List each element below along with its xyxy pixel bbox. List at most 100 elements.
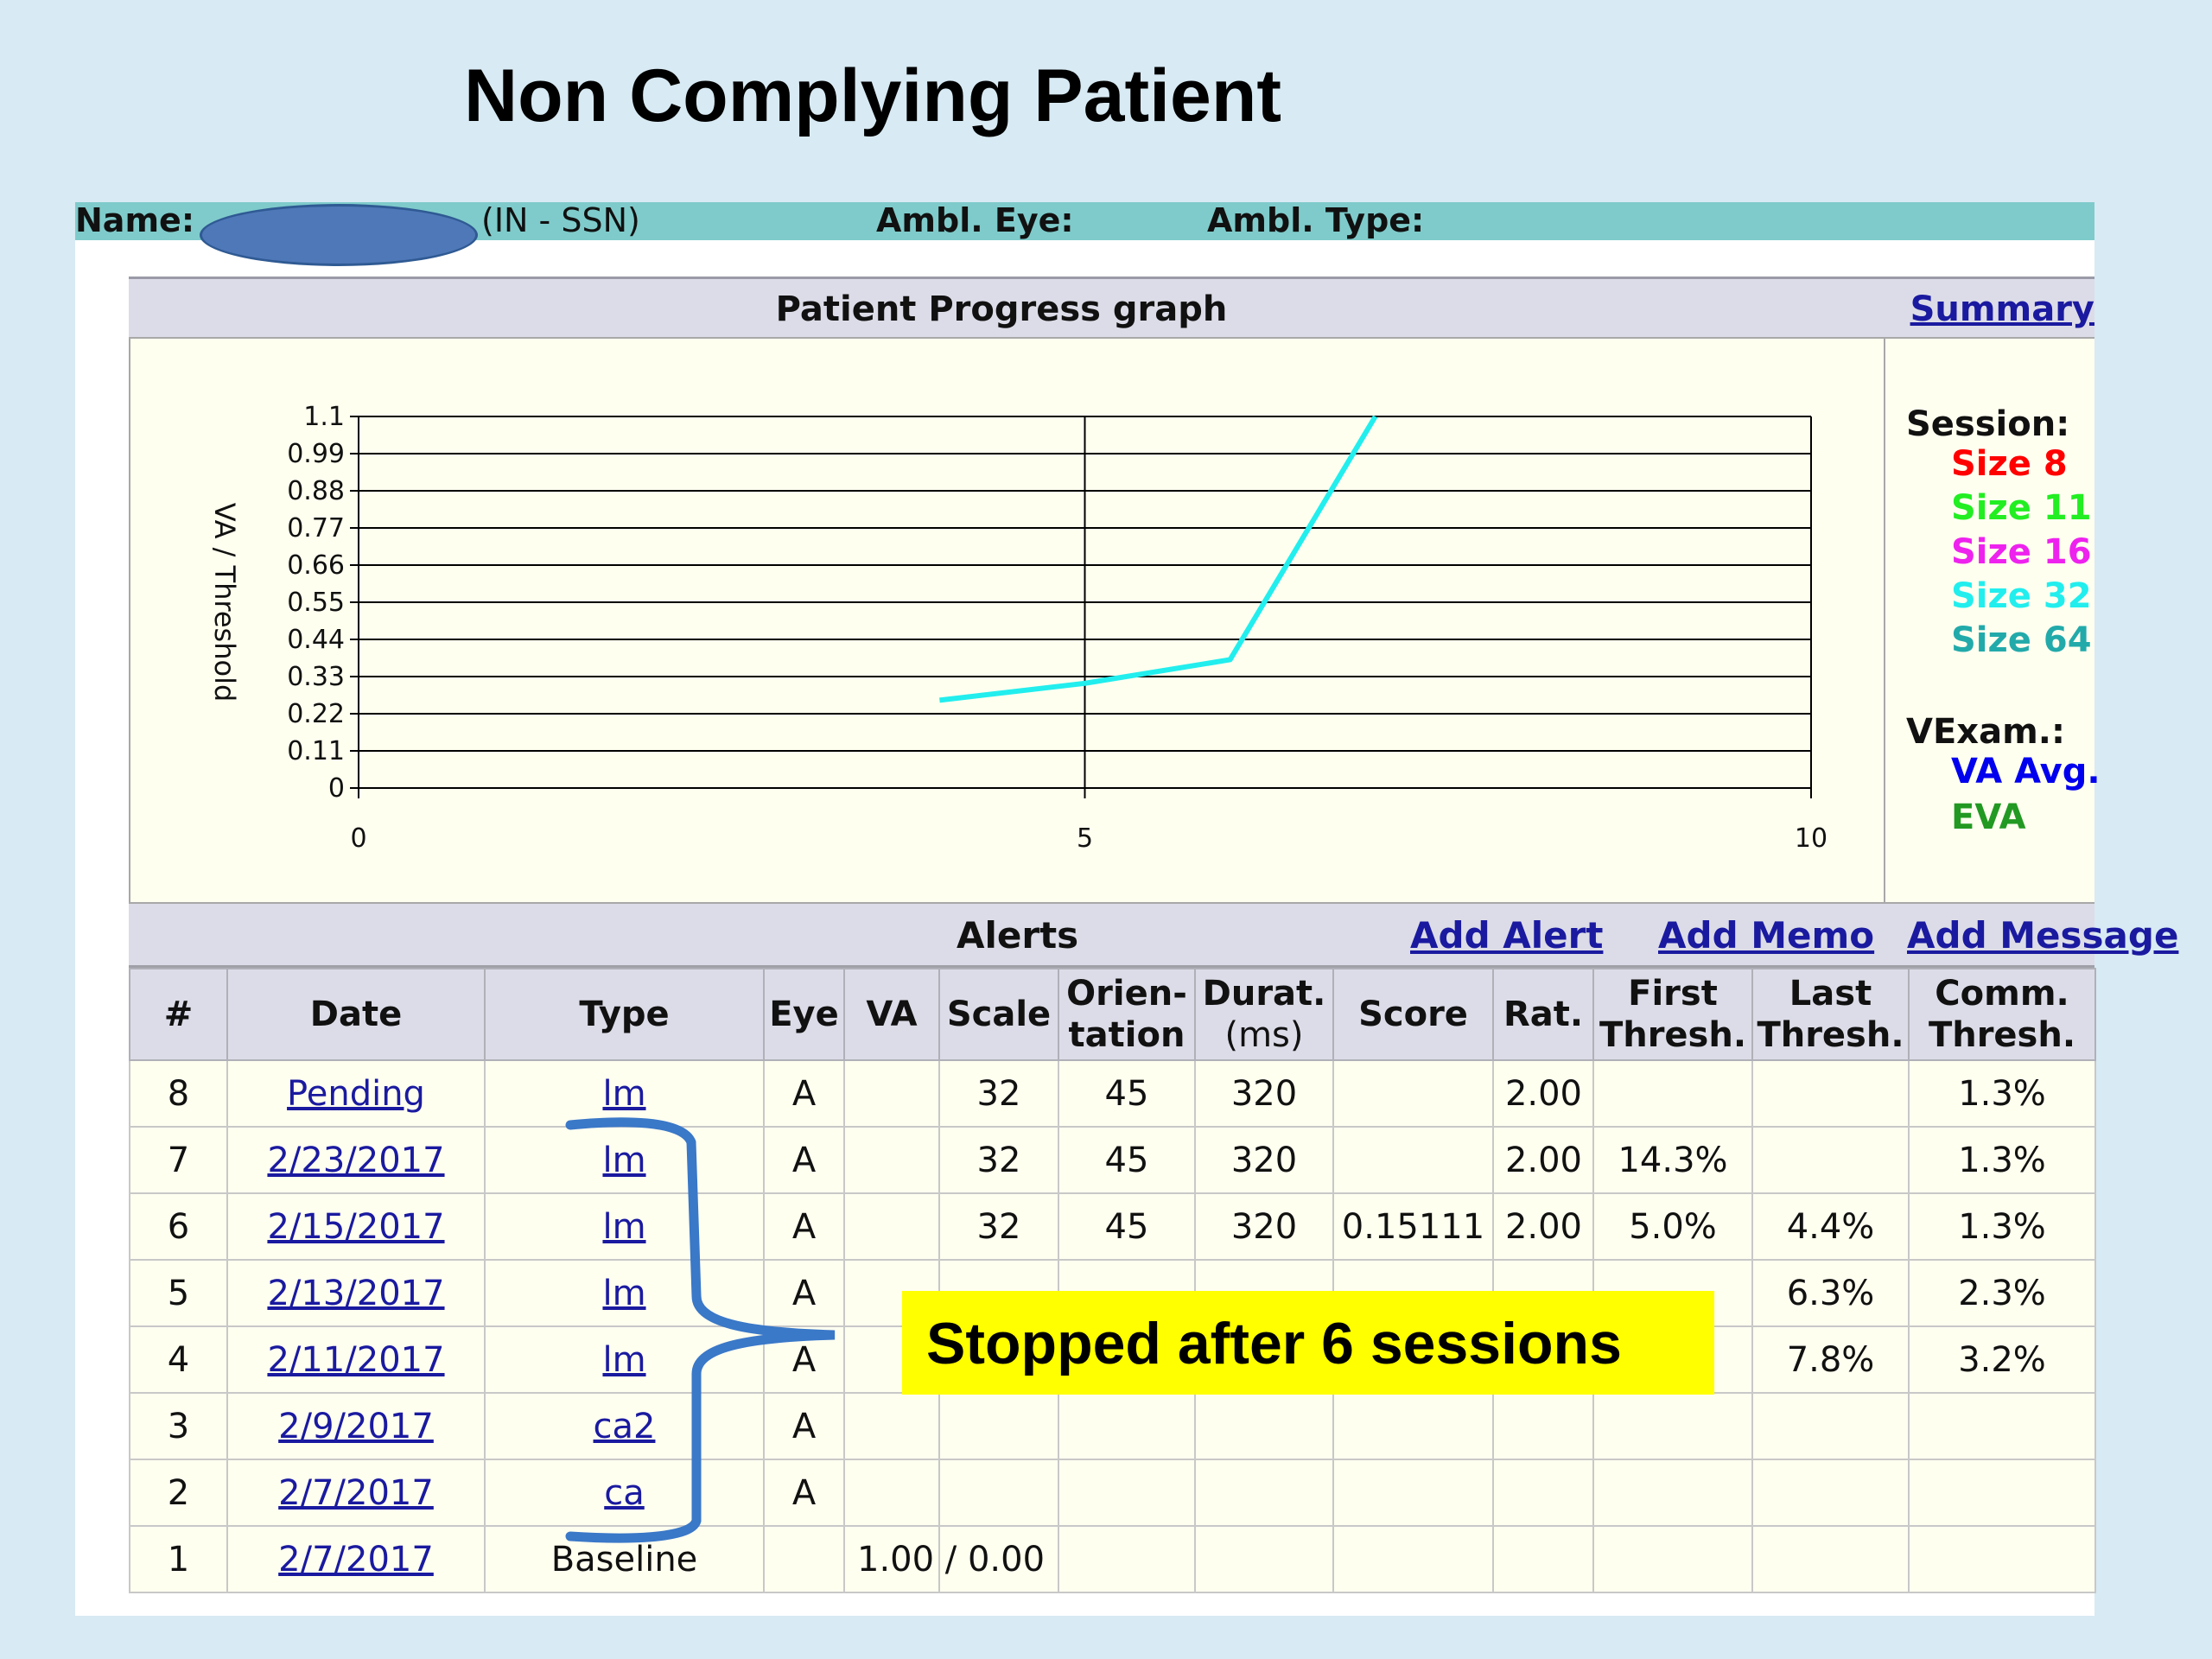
cell-va <box>843 1126 940 1194</box>
cell-date: 2/15/2017 <box>226 1192 486 1261</box>
add-message-link[interactable]: Add Message <box>1907 914 2179 957</box>
cell-first: 5.0% <box>1592 1192 1753 1261</box>
y-tick-label: 1.1 <box>303 402 345 432</box>
session-type-link[interactable]: lm <box>602 1339 646 1380</box>
session-type-link[interactable]: lm <box>602 1273 646 1313</box>
session-date-link[interactable]: Pending <box>287 1073 425 1114</box>
sessions-table: # Date Type Eye VA Scale Orien-tation Durat. (ms… <box>129 968 2096 1593</box>
cell-eye: A <box>763 1059 845 1128</box>
session-date-link[interactable]: 2/13/2017 <box>267 1273 445 1313</box>
cell-last <box>1751 1459 1910 1527</box>
y-tick-label: 0.33 <box>287 662 345 692</box>
session-type-link[interactable]: lm <box>602 1206 646 1247</box>
y-tick-label: 0.44 <box>287 625 345 655</box>
y-tick-label: 0.77 <box>287 513 345 543</box>
series-line-size-32 <box>939 415 1378 703</box>
cell-scale <box>938 1392 1059 1460</box>
cell-scale <box>938 1459 1059 1527</box>
session-type-link[interactable]: lm <box>602 1140 646 1180</box>
name-label: Name: <box>75 201 195 239</box>
cell-orient: 45 <box>1058 1126 1196 1194</box>
cell-orient <box>1058 1525 1196 1593</box>
cell-durat: 320 <box>1194 1059 1334 1128</box>
cell-num: 1 <box>129 1525 228 1593</box>
cell-first <box>1592 1059 1753 1128</box>
id-suffix: (IN - SSN) <box>481 201 640 239</box>
column-header-line: Comm. <box>1935 974 2069 1014</box>
x-tick-label: 0 <box>350 823 366 854</box>
cell-date: 2/9/2017 <box>226 1392 486 1460</box>
legend-size-2: Size 11 <box>1951 488 2092 528</box>
cell-durat <box>1194 1459 1334 1527</box>
column-header: Score <box>1332 968 1494 1061</box>
column-header: First Thresh. <box>1592 968 1753 1061</box>
cell-orient: 45 <box>1058 1192 1196 1261</box>
cell-rat <box>1492 1459 1594 1527</box>
session-date-link[interactable]: 2/9/2017 <box>278 1406 434 1446</box>
session-type-link[interactable]: lm <box>602 1073 646 1114</box>
cell-last: 7.8% <box>1751 1325 1910 1394</box>
cell-comm: 1.3% <box>1908 1059 2096 1128</box>
alerts-title: Alerts <box>957 914 1079 957</box>
cell-date: 2/7/2017 <box>226 1525 486 1593</box>
y-tick-label: 0.66 <box>287 550 345 581</box>
table-row: 7 2/23/2017 lm A 32 45 320 2.00 14.3% 1.3% <box>129 1126 2096 1194</box>
cell-orient <box>1058 1459 1196 1527</box>
column-header-line: # <box>163 995 194 1034</box>
session-type-link[interactable]: ca2 <box>593 1406 656 1446</box>
cell-scale <box>938 1525 1059 1593</box>
curly-brace <box>565 1117 836 1543</box>
session-date-link[interactable]: 2/23/2017 <box>267 1140 445 1180</box>
graph-legend: Session: Size 8 Size 11 Size 16 Size 32 Size… <box>1885 337 2101 904</box>
cell-comm: 3.2% <box>1908 1325 2096 1394</box>
graph-title: Patient Progress graph <box>775 289 1228 329</box>
cell-comm: 1.3% <box>1908 1192 2096 1261</box>
cell-eye <box>763 1525 845 1593</box>
session-date-link[interactable]: 2/7/2017 <box>278 1472 434 1513</box>
session-type-link[interactable]: ca <box>604 1472 645 1513</box>
add-alert-link[interactable]: Add Alert <box>1410 914 1604 957</box>
cell-first <box>1592 1525 1753 1593</box>
column-header-line: Thresh. <box>1599 1015 1747 1055</box>
cell-orient: 45 <box>1058 1059 1196 1128</box>
cell-type: lm <box>484 1325 765 1394</box>
cell-orient <box>1058 1392 1196 1460</box>
table-row: 8 Pending lm A 32 45 320 2.00 1.3% <box>129 1059 2096 1128</box>
cell-date: 2/7/2017 <box>226 1459 486 1527</box>
session-date-link[interactable]: 2/7/2017 <box>278 1539 434 1580</box>
session-date-link[interactable]: 2/15/2017 <box>267 1206 445 1247</box>
column-header-line: First <box>1628 974 1718 1014</box>
column-header-line: Rat. <box>1503 995 1584 1034</box>
column-header: Rat. <box>1492 968 1594 1061</box>
cell-date: 2/11/2017 <box>226 1325 486 1394</box>
column-header-line: tation <box>1068 1015 1185 1055</box>
column-header: Last Thresh. <box>1751 968 1910 1061</box>
session-date-link[interactable]: 2/11/2017 <box>267 1339 445 1380</box>
legend-size-4: Size 32 <box>1951 576 2092 616</box>
cell-num: 6 <box>129 1192 228 1261</box>
cell-eye: A <box>763 1192 845 1261</box>
cell-num: 4 <box>129 1325 228 1394</box>
column-header-line: Date <box>309 995 403 1034</box>
cell-first <box>1592 1392 1753 1460</box>
cell-num: 2 <box>129 1459 228 1527</box>
column-header-line: Score <box>1358 995 1468 1034</box>
cell-comm <box>1908 1459 2096 1527</box>
table-row: 6 2/15/2017 lm A 32 45 320 0.15111 2.00 5.0% 4.4% 1… <box>129 1192 2096 1261</box>
ambl-eye-label: Ambl. Eye: <box>876 201 1074 239</box>
y-tick-label: 0.88 <box>287 476 345 506</box>
table-row: 1 2/7/2017 Baseline 1.00 / 0.00 <box>129 1525 2096 1593</box>
cell-type: ca <box>484 1459 765 1527</box>
cell-va <box>843 1059 940 1128</box>
cell-scale: 32 <box>938 1126 1059 1194</box>
cell-first: 14.3% <box>1592 1126 1753 1194</box>
cell-type: lm <box>484 1059 765 1128</box>
column-header-line: Type <box>579 995 670 1034</box>
summary-link[interactable]: Summary <box>1910 289 2094 329</box>
add-memo-link[interactable]: Add Memo <box>1658 914 1875 957</box>
column-header-line: Orien- <box>1066 974 1187 1014</box>
column-header: Orien-tation <box>1058 968 1196 1061</box>
table-header-row: # Date Type Eye VA Scale Orien-tation Durat. (ms… <box>129 968 2096 1061</box>
cell-rat: 2.00 <box>1492 1126 1594 1194</box>
cell-scale: 32 <box>938 1059 1059 1128</box>
